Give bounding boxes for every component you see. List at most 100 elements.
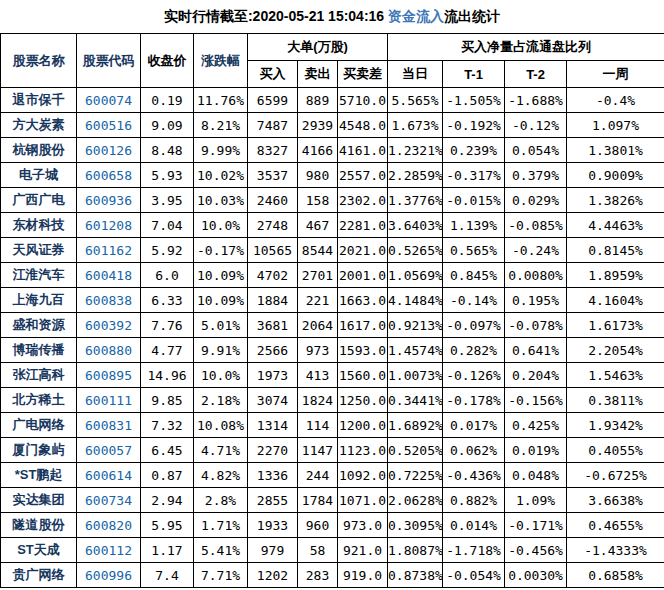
buy-sell-diff-cell: 1593.0: [338, 338, 388, 363]
stock-name-cell: 北方稀土: [1, 388, 77, 413]
buy-cell: 1884: [248, 288, 298, 313]
header-big-order-group: 大单(万股): [248, 34, 388, 61]
stock-name-cell: 隧道股份: [1, 513, 77, 538]
header-t1: T-1: [443, 61, 505, 88]
buy-cell: 10565: [248, 238, 298, 263]
sell-cell: 4166: [298, 138, 338, 163]
change-pct-cell: 10.02%: [194, 163, 248, 188]
stock-code-cell: 600658: [77, 163, 141, 188]
ratio-t1-cell: -0.192%: [443, 113, 505, 138]
header-stock-name: 股票名称: [1, 34, 77, 88]
table-row: 上海九百6008386.3310.09%18842211663.04.1484%…: [1, 288, 664, 313]
stock-name-cell: 博瑞传播: [1, 338, 77, 363]
buy-cell: 2460: [248, 188, 298, 213]
stock-name-cell: 广电网络: [1, 413, 77, 438]
ratio-t2-cell: 0.054%: [505, 138, 567, 163]
buy-sell-diff-cell: 1250.0: [338, 388, 388, 413]
ratio-week-cell: 4.1604%: [567, 288, 664, 313]
sell-cell: 960: [298, 513, 338, 538]
close-price-cell: 5.95: [141, 513, 194, 538]
ratio-week-cell: 1.097%: [567, 113, 664, 138]
ratio-week-cell: 3.6638%: [567, 488, 664, 513]
ratio-day-cell: 0.8738%: [388, 563, 443, 588]
close-price-cell: 14.96: [141, 363, 194, 388]
header-buy-sell-diff: 买卖差: [338, 61, 388, 88]
ratio-week-cell: 0.4655%: [567, 513, 664, 538]
stock-code-cell: 600516: [77, 113, 141, 138]
buy-sell-diff-cell: 1123.0: [338, 438, 388, 463]
ratio-t2-cell: -0.24%: [505, 238, 567, 263]
close-price-cell: 6.0: [141, 263, 194, 288]
buy-cell: 1314: [248, 413, 298, 438]
ratio-t1-cell: 0.565%: [443, 238, 505, 263]
ratio-t1-cell: 0.845%: [443, 263, 505, 288]
change-pct-cell: 2.8%: [194, 488, 248, 513]
sell-cell: 221: [298, 288, 338, 313]
ratio-day-cell: 1.673%: [388, 113, 443, 138]
stock-code-cell: 600880: [77, 338, 141, 363]
ratio-t2-cell: 1.09%: [505, 488, 567, 513]
change-pct-cell: 4.71%: [194, 438, 248, 463]
ratio-day-cell: 2.2859%: [388, 163, 443, 188]
buy-cell: 8327: [248, 138, 298, 163]
change-pct-cell: 11.76%: [194, 88, 248, 113]
header-row-top: 股票名称 股票代码 收盘价 涨跌幅 大单(万股) 买入净量占流通盘比列: [1, 34, 664, 61]
sell-cell: 2939: [298, 113, 338, 138]
stock-name-cell: 张江高科: [1, 363, 77, 388]
ratio-week-cell: 1.3826%: [567, 188, 664, 213]
stock-code-cell: 600126: [77, 138, 141, 163]
stock-name-cell: *ST鹏起: [1, 463, 77, 488]
ratio-t2-cell: -0.156%: [505, 388, 567, 413]
ratio-t2-cell: -0.171%: [505, 513, 567, 538]
buy-cell: 7487: [248, 113, 298, 138]
buy-cell: 4702: [248, 263, 298, 288]
stock-name-cell: 杭钢股份: [1, 138, 77, 163]
ratio-day-cell: 0.7225%: [388, 463, 443, 488]
ratio-t1-cell: -0.436%: [443, 463, 505, 488]
close-price-cell: 2.94: [141, 488, 194, 513]
sell-cell: 8544: [298, 238, 338, 263]
ratio-t2-cell: 0.029%: [505, 188, 567, 213]
header-week: 一周: [567, 61, 664, 88]
change-pct-cell: 10.08%: [194, 413, 248, 438]
sell-cell: 980: [298, 163, 338, 188]
table-row: 广电网络6008317.3210.08%13141141200.01.6892%…: [1, 413, 664, 438]
table-row: 实达集团6007342.942.8%285517841071.02.0628%0…: [1, 488, 664, 513]
ratio-week-cell: -0.4%: [567, 88, 664, 113]
ratio-week-cell: 0.6858%: [567, 563, 664, 588]
stock-code-cell: 600895: [77, 363, 141, 388]
change-pct-cell: 10.09%: [194, 288, 248, 313]
buy-sell-diff-cell: 1617.0: [338, 313, 388, 338]
header-stock-code: 股票代码: [77, 34, 141, 88]
header-buy: 买入: [248, 61, 298, 88]
ratio-t2-cell: 0.641%: [505, 338, 567, 363]
stock-code-cell: 600996: [77, 563, 141, 588]
sell-cell: 889: [298, 88, 338, 113]
table-row: 退市保千6000740.1911.76%65998895710.05.565%-…: [1, 88, 664, 113]
ratio-t1-cell: 0.017%: [443, 413, 505, 438]
table-row: 方大炭素6005169.098.21%748729394548.01.673%-…: [1, 113, 664, 138]
table-row: 贵广网络6009967.47.71%1202283919.00.8738%-0.…: [1, 563, 664, 588]
ratio-t2-cell: 0.019%: [505, 438, 567, 463]
ratio-t2-cell: -1.688%: [505, 88, 567, 113]
change-pct-cell: 9.91%: [194, 338, 248, 363]
header-change-pct: 涨跌幅: [194, 34, 248, 88]
ratio-t1-cell: -1.718%: [443, 538, 505, 563]
ratio-t1-cell: 1.139%: [443, 213, 505, 238]
ratio-t1-cell: -0.015%: [443, 188, 505, 213]
buy-sell-diff-cell: 4161.0: [338, 138, 388, 163]
title-suffix: 流出统计: [444, 8, 500, 26]
change-pct-cell: -0.17%: [194, 238, 248, 263]
close-price-cell: 0.87: [141, 463, 194, 488]
ratio-week-cell: 2.2054%: [567, 338, 664, 363]
stock-name-cell: 东材科技: [1, 213, 77, 238]
ratio-t2-cell: 0.425%: [505, 413, 567, 438]
buy-cell: 6599: [248, 88, 298, 113]
buy-cell: 2566: [248, 338, 298, 363]
ratio-week-cell: 1.6173%: [567, 313, 664, 338]
ratio-day-cell: 0.5205%: [388, 438, 443, 463]
table-header: 股票名称 股票代码 收盘价 涨跌幅 大单(万股) 买入净量占流通盘比列 买入 卖…: [1, 34, 664, 88]
stock-code-cell: 600418: [77, 263, 141, 288]
buy-cell: 1933: [248, 513, 298, 538]
buy-sell-diff-cell: 5710.0: [338, 88, 388, 113]
